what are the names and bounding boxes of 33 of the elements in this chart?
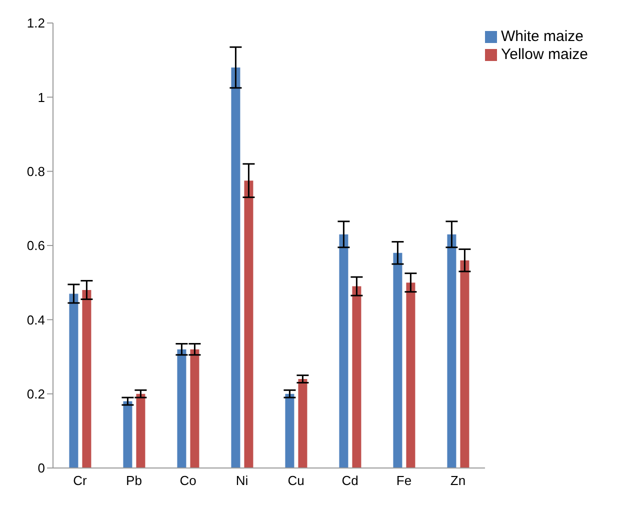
bar (447, 234, 456, 468)
legend-label: White maize (501, 28, 584, 45)
bar (406, 282, 416, 468)
bar (231, 68, 240, 468)
bar (352, 286, 362, 468)
bar (393, 252, 402, 468)
y-tick-label: 1.2 (26, 16, 45, 31)
x-tick-label: Cr (73, 473, 88, 488)
bar (460, 260, 470, 468)
bar (177, 349, 186, 468)
legend-label: Yellow maize (501, 46, 588, 63)
y-tick-label: 0 (38, 460, 45, 476)
x-tick-label: Cu (288, 473, 304, 488)
y-tick-label: 0.8 (26, 164, 45, 179)
bar (136, 394, 146, 468)
y-tick-label: 0.6 (26, 238, 45, 254)
x-tick-label: Ni (236, 473, 248, 488)
bar (244, 180, 254, 468)
x-tick-label: Cd (342, 473, 358, 488)
bar (69, 294, 78, 468)
y-tick-label: 0.2 (26, 386, 45, 402)
bar (123, 401, 132, 468)
bar (190, 349, 200, 468)
y-tick-label: 1 (38, 90, 45, 105)
x-tick-label: Fe (396, 473, 412, 488)
bar (298, 379, 308, 468)
bar (285, 394, 294, 468)
bar (339, 234, 348, 468)
x-tick-label: Pb (126, 473, 142, 488)
bar (82, 290, 92, 468)
y-tick-label: 0.4 (26, 312, 45, 328)
x-tick-label: Zn (450, 473, 466, 488)
x-tick-label: Co (180, 473, 196, 488)
